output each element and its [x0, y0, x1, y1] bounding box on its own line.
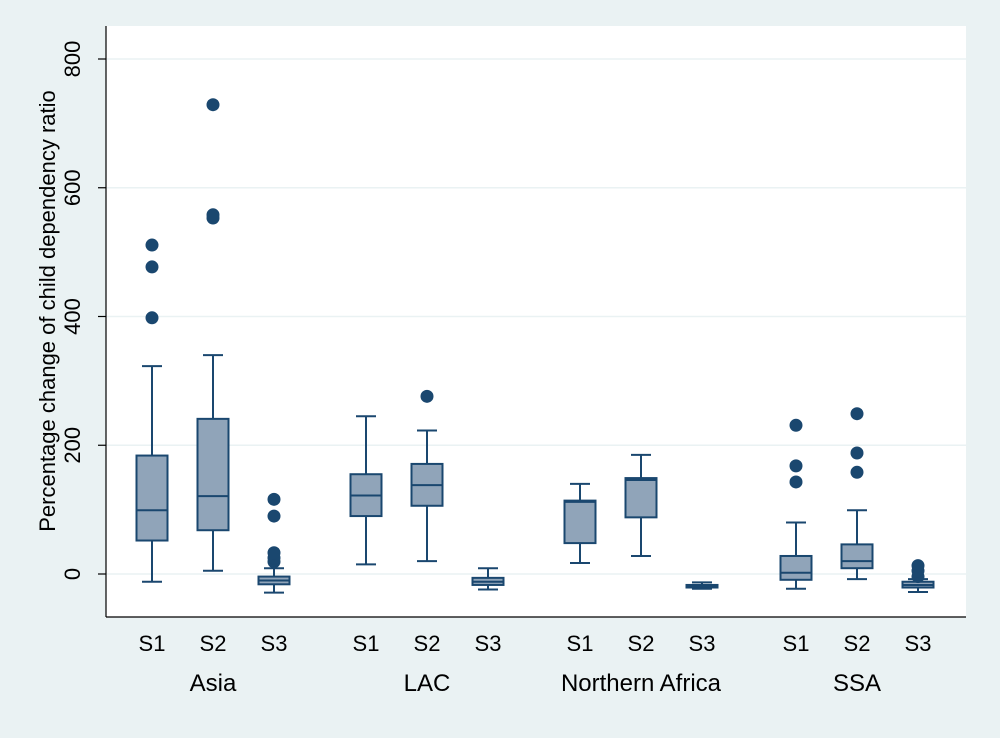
box-label: S2: [844, 631, 871, 656]
box-asia-s3: [257, 492, 291, 594]
iqr-box: [624, 477, 658, 519]
group-label: SSA: [833, 670, 881, 697]
box-label: S1: [567, 631, 594, 656]
y-tick-label: 400: [60, 298, 85, 335]
iqr-box: [779, 554, 813, 581]
y-tick-label: 600: [60, 169, 85, 206]
iqr-box: [563, 499, 597, 545]
outlier-point: [267, 546, 281, 560]
box-label: S3: [475, 631, 502, 656]
box-label: S1: [139, 631, 166, 656]
y-axis-label: Percentage change of child dependency ra…: [35, 90, 60, 532]
box-label: S2: [200, 631, 227, 656]
gridlines: [106, 58, 966, 575]
box-ssa-s2: [840, 407, 874, 581]
outlier-point: [206, 208, 220, 222]
box-label: S1: [783, 631, 810, 656]
outlier-point: [850, 407, 864, 421]
outlier-point: [789, 418, 803, 432]
box-label: S2: [414, 631, 441, 656]
box-ssa-s3: [901, 559, 935, 594]
x-labels: S1 S2 S3 Asia S1 S2 S3 LAC S1 S2 S3 Northern Africa…: [139, 631, 932, 697]
outlier-point: [789, 459, 803, 473]
iqr-box: [196, 417, 230, 532]
y-tick-label: 0: [60, 568, 85, 580]
outlier-point: [145, 238, 159, 252]
axes: [105, 26, 966, 618]
outlier-point: [911, 559, 925, 573]
box-lac-s1: [349, 415, 383, 566]
iqr-box: [135, 454, 169, 542]
outlier-point: [206, 98, 220, 112]
boxes: [135, 98, 935, 594]
box-label: S3: [905, 631, 932, 656]
box-ssa-s1: [779, 418, 813, 590]
outlier-point: [850, 446, 864, 460]
group-label: LAC: [404, 670, 451, 697]
outlier-point: [145, 260, 159, 274]
box-label: S1: [353, 631, 380, 656]
outlier-point: [145, 311, 159, 325]
box-asia-s2: [196, 98, 230, 572]
outlier-point: [850, 465, 864, 479]
plot-area: [106, 26, 966, 617]
outlier-point: [267, 509, 281, 523]
y-ticks: 0 200 400 600 800: [60, 41, 106, 580]
box-northern-africa-s2: [624, 453, 658, 557]
box-label: S2: [628, 631, 655, 656]
y-tick-label: 200: [60, 427, 85, 464]
box-lac-s3: [471, 567, 505, 591]
box-lac-s2: [410, 389, 444, 563]
group-label: Asia: [190, 670, 237, 697]
y-tick-label: 800: [60, 41, 85, 78]
box-northern-africa-s1: [563, 482, 597, 565]
box-label: S3: [261, 631, 288, 656]
outlier-point: [789, 475, 803, 489]
outlier-point: [420, 389, 434, 403]
box-northern-africa-s3: [685, 581, 719, 590]
group-label: Northern Africa: [561, 670, 722, 697]
box-label: S3: [689, 631, 716, 656]
box-asia-s1: [135, 238, 169, 583]
outlier-point: [267, 492, 281, 506]
iqr-box: [840, 543, 874, 570]
